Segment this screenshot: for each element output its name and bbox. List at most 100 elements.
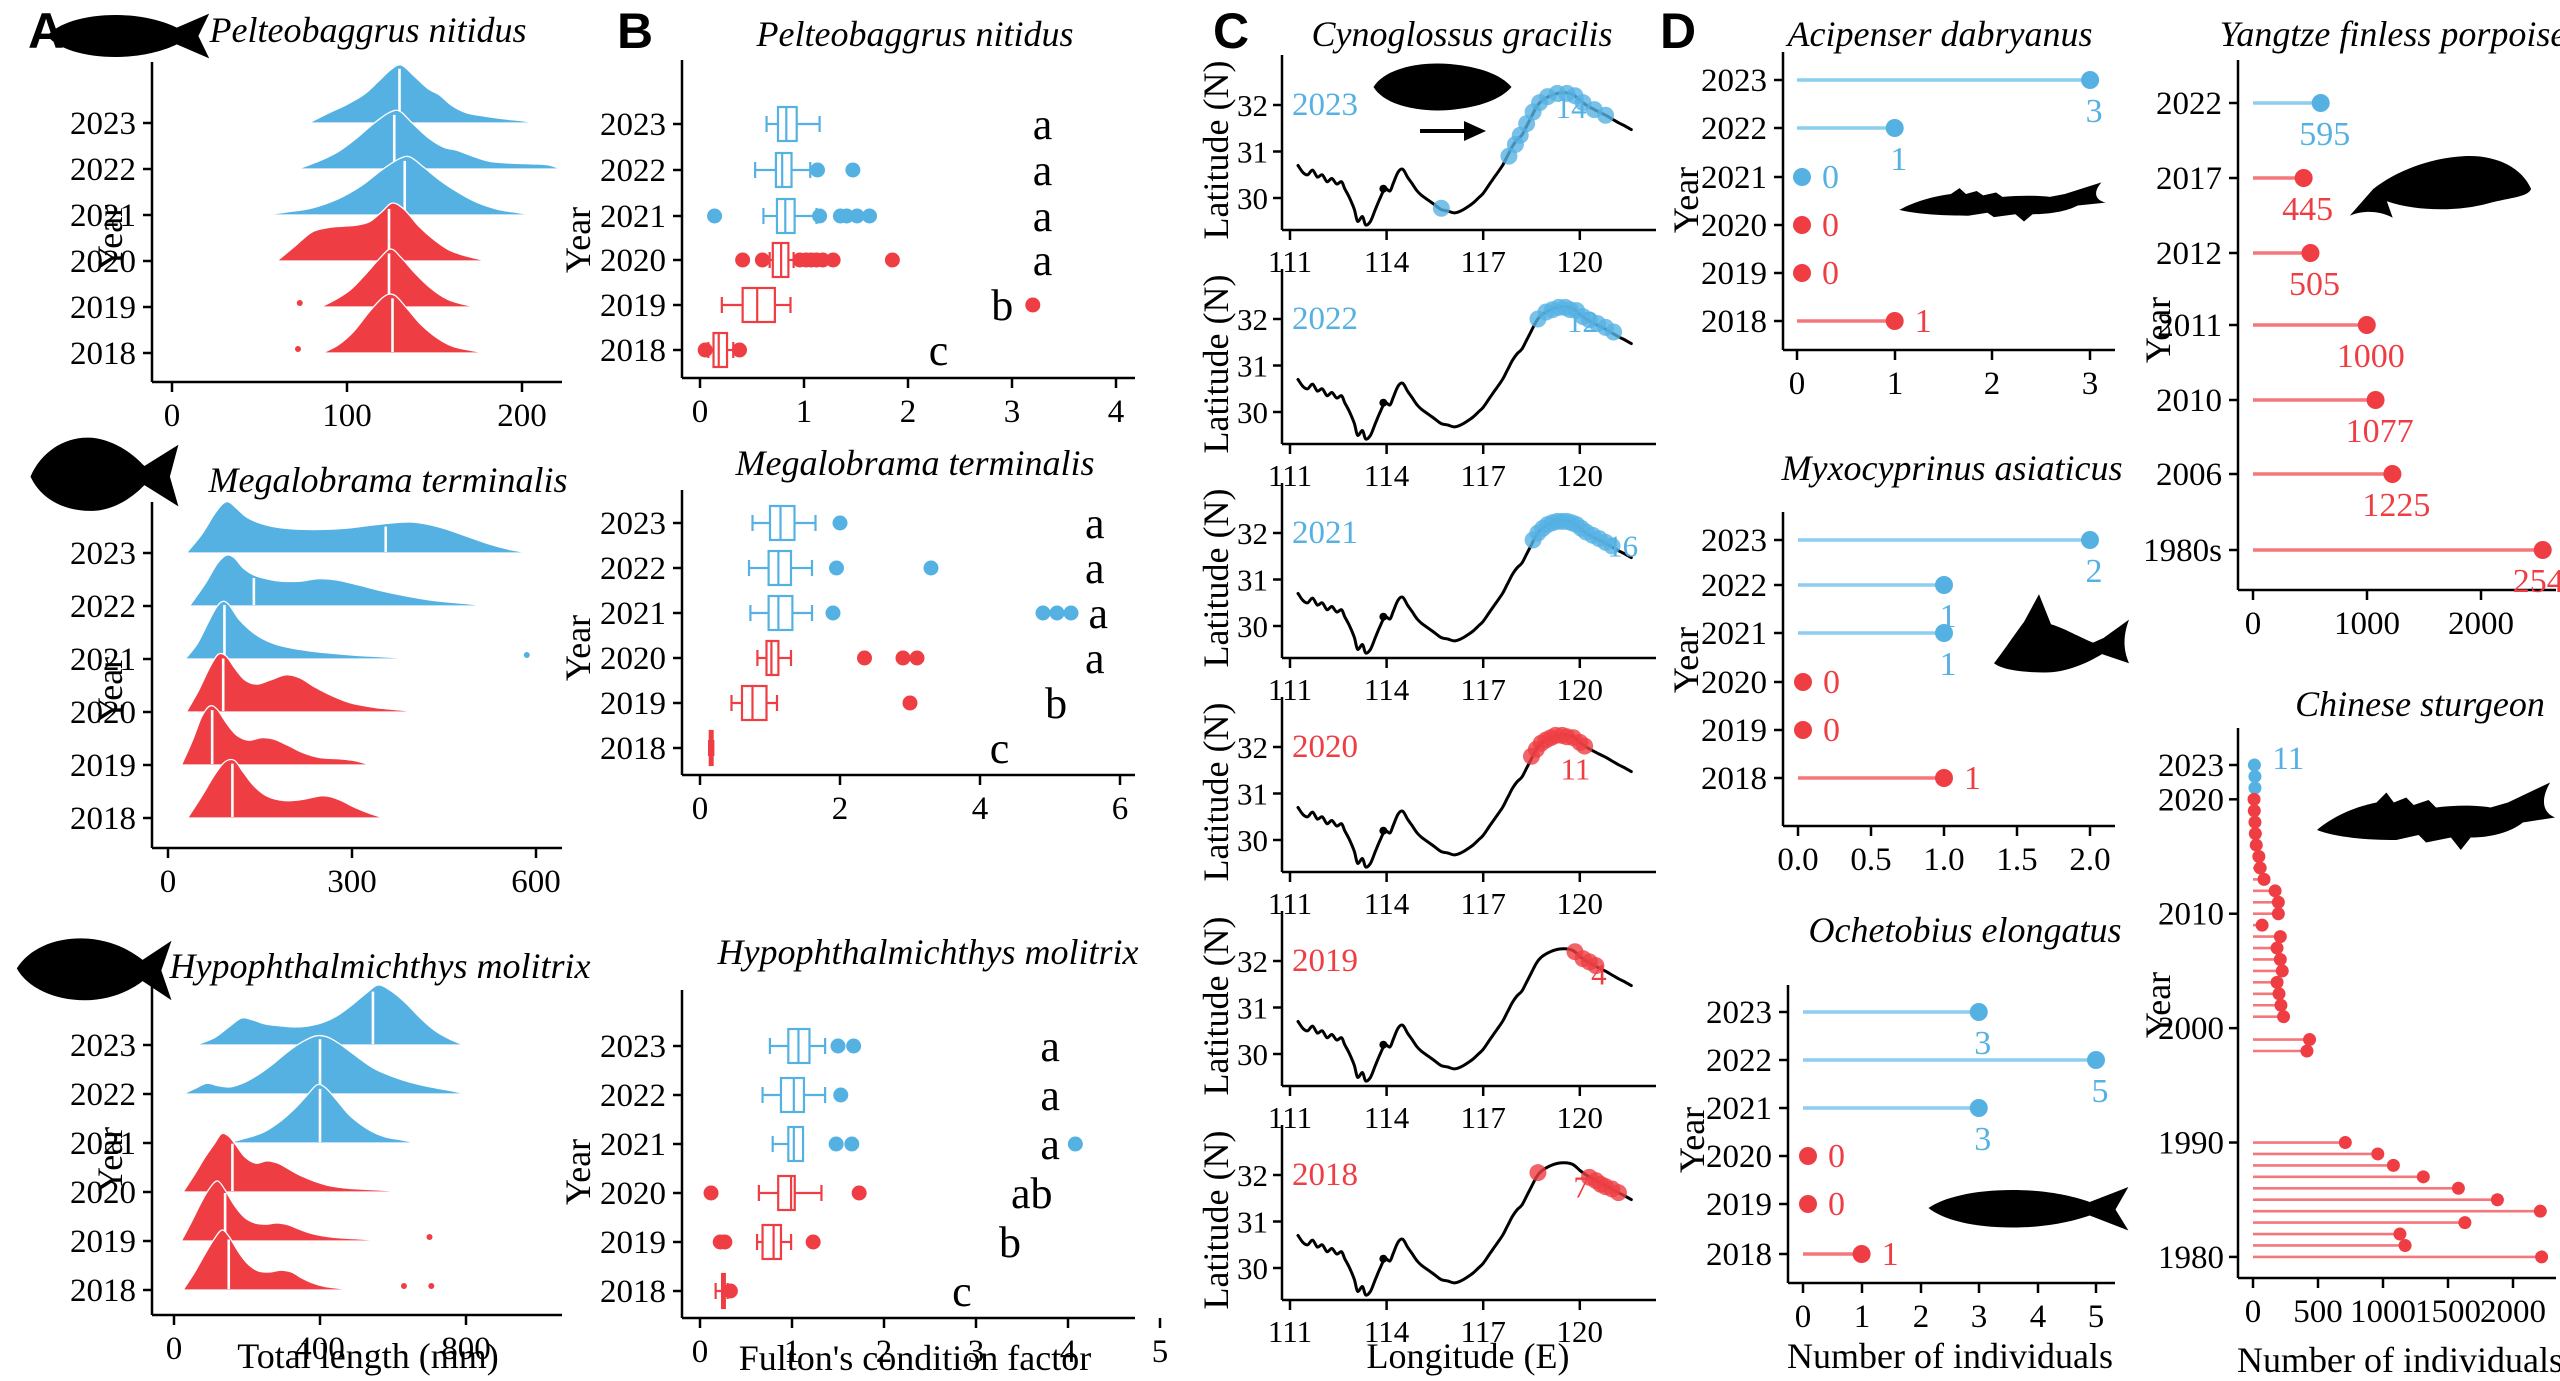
svg-text:2020: 2020 (1706, 1139, 1772, 1175)
svg-text:4: 4 (1060, 1334, 1077, 1370)
svg-text:1: 1 (1915, 303, 1932, 340)
svg-text:1: 1 (1854, 1299, 1871, 1335)
svg-text:2020: 2020 (70, 695, 136, 731)
svg-text:b: b (1045, 679, 1067, 728)
svg-text:32: 32 (1237, 730, 1268, 765)
svg-text:a: a (1085, 499, 1105, 548)
svg-text:111: 111 (1268, 672, 1312, 707)
svg-text:100: 100 (322, 398, 372, 434)
svg-text:11: 11 (2272, 741, 2304, 777)
svg-text:2022: 2022 (70, 1077, 136, 1113)
svg-text:3: 3 (1974, 1121, 1991, 1158)
svg-text:2021: 2021 (600, 199, 666, 235)
ylabel-year-a2: Year (90, 656, 130, 724)
svg-text:114: 114 (1364, 672, 1410, 707)
ylabel-lat-6: Latitude (N) (1196, 1130, 1236, 1310)
ridgeline-a3: 2023 2022 2021 2020 2019 2018 0 400 800 (70, 984, 562, 1367)
svg-text:ab: ab (1011, 1169, 1053, 1218)
svg-text:0: 0 (2245, 606, 2262, 642)
ylabel-lat-1: Latitude (N) (1196, 60, 1236, 240)
svg-text:117: 117 (1461, 1100, 1506, 1135)
svg-text:30: 30 (1237, 395, 1268, 430)
xlabel-fulton: Fulton's condition factor (738, 1338, 1092, 1378)
svg-text:31: 31 (1237, 777, 1268, 812)
ylabel-year-d2: Year (1666, 626, 1706, 694)
ylabel-year-d4: Year (2138, 296, 2178, 364)
svg-text:2012: 2012 (2156, 236, 2222, 272)
svg-text:1: 1 (1890, 141, 1907, 178)
ylabel-year-d1: Year (1666, 166, 1706, 234)
svg-text:1: 1 (796, 394, 813, 430)
svg-text:1.0: 1.0 (1923, 842, 1964, 878)
dabry-sturgeon-icon (1899, 182, 2106, 222)
svg-text:0: 0 (1823, 664, 1840, 701)
svg-text:2018: 2018 (70, 1273, 136, 1309)
svg-text:1225: 1225 (2362, 487, 2430, 524)
svg-text:2: 2 (2086, 553, 2103, 590)
svg-text:2019: 2019 (70, 1224, 136, 1260)
svg-text:2022: 2022 (1701, 111, 1767, 147)
ylabel-year-d5: Year (2138, 971, 2178, 1039)
title-b1: Pelteobaggrus nitidus (756, 14, 1074, 54)
svg-text:1000: 1000 (2337, 338, 2405, 375)
title-d2: Myxocyprinus asiaticus (1781, 448, 2123, 488)
svg-text:a: a (1040, 1022, 1060, 1071)
svg-text:c: c (990, 724, 1010, 773)
svg-text:c: c (952, 1267, 972, 1316)
svg-text:2021: 2021 (70, 1126, 136, 1162)
panel-label-b: B (617, 3, 654, 59)
svg-text:2020: 2020 (70, 244, 136, 280)
ridgeline-a2: 2023 2022 2021 2020 2019 2018 0 300 600 (70, 500, 562, 900)
ylabel-year-b3: Year (558, 1138, 598, 1206)
svg-text:4: 4 (2030, 1299, 2047, 1335)
svg-text:2023: 2023 (600, 107, 666, 143)
svg-text:0: 0 (166, 1331, 183, 1367)
svg-text:0: 0 (1789, 366, 1806, 402)
svg-text:300: 300 (327, 864, 377, 900)
svg-text:2010: 2010 (2158, 897, 2224, 933)
svg-text:2022: 2022 (1701, 568, 1767, 604)
ochetobius-icon (1928, 1187, 2129, 1231)
svg-text:0: 0 (164, 398, 181, 434)
svg-text:2021: 2021 (1701, 616, 1767, 652)
title-b2: Megalobrama terminalis (735, 443, 1095, 483)
svg-text:16: 16 (1607, 528, 1638, 563)
svg-text:32: 32 (1237, 944, 1268, 979)
svg-text:505: 505 (2289, 266, 2340, 303)
lollipop-d4: 2022 2017 2012 2011 2010 2006 1980s 0 1000 2000 59… (2143, 60, 2560, 642)
svg-text:4: 4 (1591, 956, 1607, 991)
svg-text:800: 800 (441, 1331, 491, 1367)
svg-text:600: 600 (511, 864, 561, 900)
svg-text:0: 0 (1822, 207, 1839, 244)
svg-text:2022: 2022 (70, 152, 136, 188)
xlabel-total-length: Total length (mm) (237, 1336, 499, 1376)
panel-label-a: A (28, 3, 65, 59)
ylabel-year-b2: Year (558, 614, 598, 682)
svg-text:1077: 1077 (2346, 413, 2414, 450)
svg-text:111: 111 (1268, 1314, 1312, 1349)
svg-text:2: 2 (1913, 1299, 1930, 1335)
svg-text:1500: 1500 (2415, 1294, 2481, 1330)
svg-text:2021: 2021 (600, 596, 666, 632)
svg-text:2019: 2019 (600, 1225, 666, 1261)
svg-text:2021: 2021 (1292, 515, 1358, 551)
tongue-sole-icon (1373, 63, 1512, 111)
porpoise-icon (2349, 155, 2532, 218)
svg-text:32: 32 (1237, 88, 1268, 123)
svg-text:117: 117 (1461, 1314, 1506, 1349)
svg-text:2023: 2023 (70, 536, 136, 572)
title-a3: Hypophthalmichthys molitrix (169, 946, 591, 986)
svg-text:2022: 2022 (2156, 86, 2222, 122)
svg-text:2022: 2022 (1292, 301, 1358, 337)
catfish-icon (47, 13, 210, 59)
svg-text:12: 12 (1567, 304, 1598, 339)
title-d5: Chinese sturgeon (2295, 684, 2545, 724)
svg-text:32: 32 (1237, 1158, 1268, 1193)
svg-text:114: 114 (1364, 1314, 1410, 1349)
svg-text:31: 31 (1237, 991, 1268, 1026)
svg-text:2018: 2018 (70, 336, 136, 372)
svg-text:2019: 2019 (600, 686, 666, 722)
